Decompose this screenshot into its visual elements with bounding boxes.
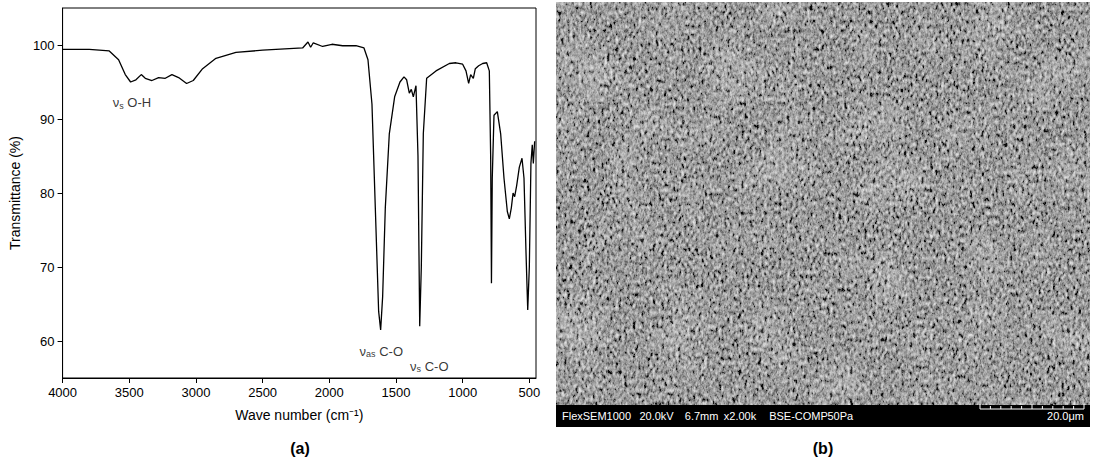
- html-text:νs: νs: [112, 95, 124, 111]
- svg-text:2000: 2000: [315, 385, 344, 400]
- svg-text:C-O: C-O: [421, 359, 448, 374]
- svg-text:BSE-COMP: BSE-COMP: [769, 410, 828, 422]
- svg-text:100: 100: [33, 38, 55, 53]
- svg-text:FlexSEM1000: FlexSEM1000: [562, 410, 631, 422]
- svg-text:Transmittance (%): Transmittance (%): [7, 136, 23, 250]
- svg-text:Wave number (cm⁻¹): Wave number (cm⁻¹): [235, 407, 363, 423]
- svg-text:70: 70: [40, 260, 54, 275]
- svg-text:90: 90: [40, 112, 54, 127]
- svg-text:60: 60: [40, 334, 54, 349]
- svg-text:x2.00k: x2.00k: [724, 410, 757, 422]
- svg-text:50Pa: 50Pa: [827, 410, 854, 422]
- svg-text:3000: 3000: [181, 385, 210, 400]
- svg-text:O-H: O-H: [124, 95, 151, 110]
- html-text:(b): (b): [812, 440, 834, 457]
- svg-text:1000: 1000: [448, 385, 477, 400]
- svg-text:3500: 3500: [115, 385, 144, 400]
- svg-text:ν: ν: [359, 343, 367, 359]
- html-text:(a): (a): [290, 440, 310, 457]
- svg-text:6.7mm: 6.7mm: [685, 410, 719, 422]
- svg-text:C-O: C-O: [376, 344, 403, 359]
- svg-text:4000: 4000: [48, 385, 77, 400]
- svg-text:1500: 1500: [382, 385, 411, 400]
- svg-text:as: as: [366, 349, 376, 359]
- svg-text:20.0kV: 20.0kV: [639, 410, 674, 422]
- svg-text:500: 500: [518, 385, 540, 400]
- svg-text:2500: 2500: [248, 385, 277, 400]
- svg-text:20.0μm: 20.0μm: [1047, 410, 1084, 422]
- svg-text:80: 80: [40, 186, 54, 201]
- html-text:νs: νs: [410, 358, 422, 375]
